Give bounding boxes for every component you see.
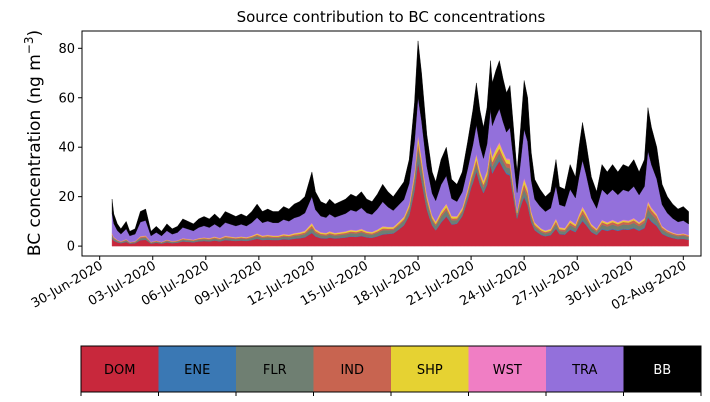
y-tick-label: 60 <box>58 91 75 106</box>
y-axis-ticks: 0 20 40 60 80 <box>58 42 82 255</box>
legend-colorbar: DOM ENE FLR IND SHP WST TRA BB <box>80 345 702 396</box>
y-axis-label: BC concentration (ng m−3) <box>22 30 45 256</box>
plot-border <box>81 30 702 257</box>
legend-swatch-tra <box>546 346 624 392</box>
plot-frame <box>81 30 702 257</box>
chart-title: Source contribution to BC concentrations <box>237 8 546 26</box>
legend-label-dom: DOM <box>104 363 135 378</box>
y-tick-label: 20 <box>58 190 75 205</box>
legend-swatch-bb <box>623 346 701 392</box>
legend-label-bb: BB <box>653 363 671 378</box>
y-tick-label: 80 <box>58 42 75 57</box>
legend-swatch-flr <box>236 346 314 392</box>
legend-label-ene: ENE <box>184 363 210 378</box>
legend-swatch-shp <box>391 346 469 392</box>
x-axis-ticks: 30-Jun-202003-Jul-202006-Jul-202009-Jul-… <box>29 256 689 314</box>
y-tick-label: 40 <box>58 141 75 156</box>
legend-swatch-wst <box>468 346 546 392</box>
stacked-area-series <box>111 40 689 247</box>
y-tick-label: 0 <box>67 240 75 255</box>
area-series-bb <box>111 40 689 237</box>
legend-swatch-ind <box>313 346 391 392</box>
legend-label-ind: IND <box>340 363 364 378</box>
legend-swatch-ene <box>158 346 236 392</box>
legend-label-shp: SHP <box>417 363 443 378</box>
legend-label-wst: WST <box>493 363 522 378</box>
legend-swatch-dom <box>81 346 159 392</box>
legend-label-tra: TRA <box>571 363 597 378</box>
legend-label-flr: FLR <box>263 363 287 378</box>
